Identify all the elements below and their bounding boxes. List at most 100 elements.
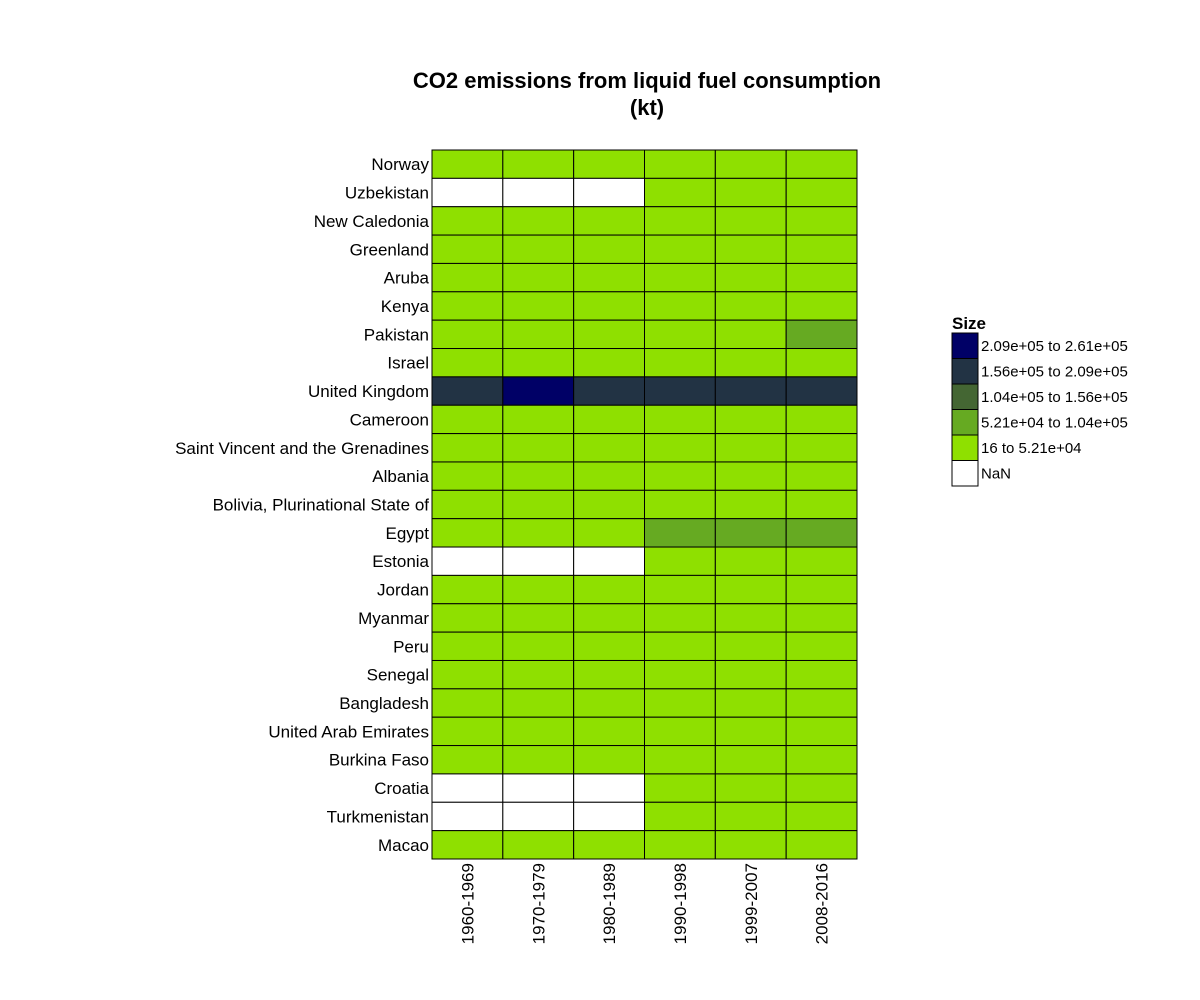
heatmap-cell — [502, 404, 575, 435]
heatmap-cell — [714, 461, 787, 491]
heatmap-cell — [714, 659, 787, 690]
heatmap-cell — [573, 603, 645, 633]
y-tick-label: Albania — [372, 467, 429, 486]
heatmap-cell — [502, 773, 575, 803]
legend-swatch — [951, 358, 979, 385]
heatmap-cell — [785, 404, 858, 435]
heatmap-cell — [644, 177, 716, 208]
y-tick-label: Israel — [387, 354, 429, 373]
heatmap-cell — [502, 376, 575, 406]
heatmap-cell — [431, 489, 504, 520]
heatmap-cell — [785, 376, 858, 406]
heatmap-cell — [431, 177, 504, 208]
heatmap-cell — [502, 433, 575, 463]
heatmap-cell — [431, 688, 504, 718]
x-tick-label: 1990-1998 — [671, 863, 690, 944]
heatmap-cell — [431, 603, 504, 633]
heatmap-cell — [714, 376, 787, 406]
heatmap-cell — [573, 631, 645, 661]
heatmap-cell — [714, 716, 787, 747]
heatmap-cell — [431, 659, 504, 690]
legend: Size 2.09e+05 to 2.61e+05 1.56e+05 to 2.0… — [951, 314, 1128, 487]
heatmap-cell — [644, 546, 716, 576]
heatmap-cell — [714, 631, 787, 661]
heatmap-cell — [644, 291, 716, 321]
heatmap-cell — [714, 291, 787, 321]
heatmap-cell — [644, 631, 716, 661]
heatmap-cell — [431, 801, 504, 832]
heatmap-cell — [644, 149, 716, 179]
heatmap-cell — [573, 574, 645, 605]
heatmap-cell — [714, 177, 787, 208]
legend-label: 16 to 5.21e+04 — [981, 440, 1082, 457]
heatmap-cell — [644, 489, 716, 520]
heatmap-cell — [573, 262, 645, 293]
heatmap-cell — [714, 603, 787, 633]
heatmap-cell — [431, 745, 504, 775]
y-tick-label: Turkmenistan — [327, 807, 429, 826]
heatmap-cell — [785, 518, 858, 548]
heatmap-cell — [785, 433, 858, 463]
x-tick-label: 1999-2007 — [742, 863, 761, 944]
heatmap-cell — [785, 262, 858, 293]
legend-label: 1.04e+05 to 1.56e+05 — [981, 389, 1128, 406]
heatmap-cell — [714, 574, 787, 605]
heatmap-cell — [431, 574, 504, 605]
legend-swatch — [951, 332, 979, 359]
heatmap-cells — [431, 149, 858, 860]
y-tick-label: Egypt — [386, 524, 430, 543]
heatmap-cell — [502, 291, 575, 321]
heatmap-cell — [502, 177, 575, 208]
heatmap-cell — [714, 489, 787, 520]
x-axis-tick-labels: 1960-1969 1970-1979 1980-1989 1990-1998 1999… — [458, 863, 831, 944]
heatmap-cell — [714, 546, 787, 576]
heatmap-cell — [785, 716, 858, 747]
heatmap-cell — [714, 234, 787, 264]
heatmap-cell — [644, 461, 716, 491]
heatmap-cell — [573, 376, 645, 406]
x-tick-label: 1960-1969 — [458, 863, 477, 944]
y-tick-label: Greenland — [350, 240, 429, 259]
heatmap-cell — [714, 518, 787, 548]
y-tick-label: Peru — [393, 637, 429, 656]
heatmap-cell — [431, 773, 504, 803]
heatmap-cell — [431, 348, 504, 378]
heatmap-cell — [431, 234, 504, 264]
heatmap-cell — [573, 348, 645, 378]
heatmap-cell — [502, 659, 575, 690]
legend-swatch — [951, 434, 979, 461]
heatmap-cell — [785, 745, 858, 775]
heatmap-cell — [573, 319, 645, 350]
heatmap-cell — [714, 348, 787, 378]
heatmap-cell — [785, 461, 858, 491]
heatmap-cell — [573, 801, 645, 832]
heatmap-cell — [431, 716, 504, 747]
heatmap-cell — [644, 518, 716, 548]
legend-swatch — [951, 409, 979, 436]
heatmap-cell — [644, 830, 716, 860]
heatmap-cell — [573, 404, 645, 435]
heatmap-cell — [785, 348, 858, 378]
legend-swatch — [951, 383, 979, 410]
heatmap-cell — [644, 404, 716, 435]
y-tick-label: Jordan — [377, 581, 429, 600]
heatmap-cell — [431, 376, 504, 406]
heatmap-cell — [785, 177, 858, 208]
heatmap-cell — [502, 234, 575, 264]
heatmap-cell — [644, 206, 716, 236]
heatmap-cell — [785, 546, 858, 576]
heatmap-cell — [502, 546, 575, 576]
y-tick-label: Bangladesh — [339, 694, 429, 713]
heatmap-cell — [431, 206, 504, 236]
y-tick-label: Aruba — [384, 269, 430, 288]
y-axis-tick-labels: Norway Uzbekistan New Caledonia Greenland Ar… — [175, 155, 429, 855]
heatmap-cell — [573, 546, 645, 576]
heatmap-cell — [502, 461, 575, 491]
heatmap-cell — [785, 801, 858, 832]
heatmap-cell — [785, 631, 858, 661]
heatmap-cell — [785, 830, 858, 860]
heatmap-cell — [573, 688, 645, 718]
heatmap-cell — [431, 262, 504, 293]
heatmap-cell — [644, 376, 716, 406]
